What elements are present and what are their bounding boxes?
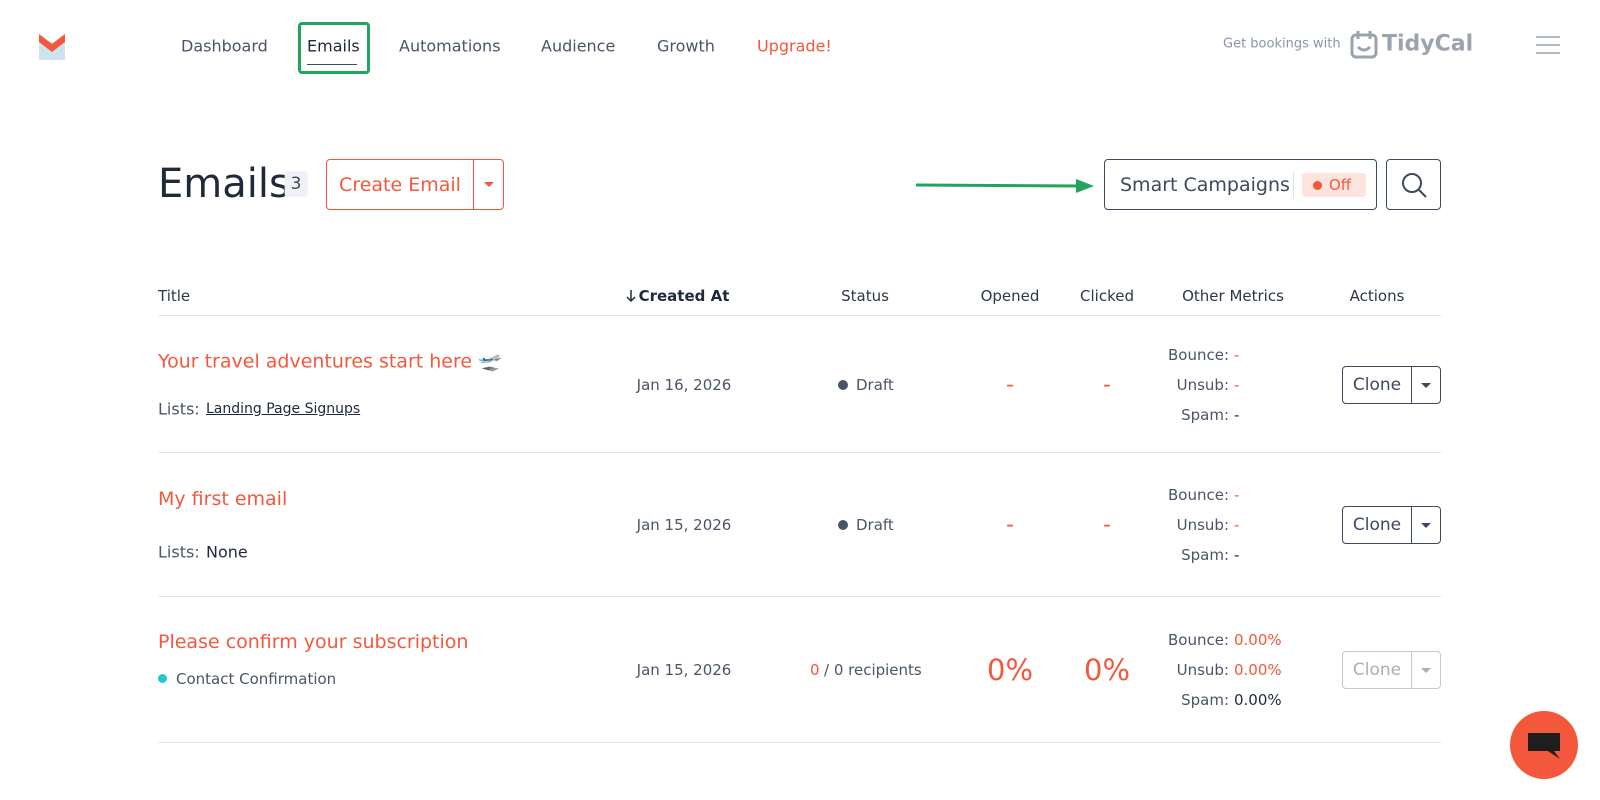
status-text: Draft [856,376,894,394]
metric-value: - [1234,376,1240,394]
metric-label: Unsub: [1176,376,1229,394]
dropdown-caret[interactable] [483,181,495,189]
column-header: Other Metrics [1182,287,1284,305]
divider [1411,507,1412,543]
metric-label: Bounce: [1167,346,1229,364]
logo[interactable] [38,30,66,62]
nav-link[interactable]: Audience [541,36,616,56]
column-header: Title [158,287,191,305]
clicked: 0% [1083,653,1131,687]
column-header: Actions [1349,287,1405,305]
column-header: Clicked [1080,287,1134,305]
status-label: Off [1329,176,1352,194]
list-dot [158,674,167,683]
menu-icon[interactable] [1536,35,1560,55]
metric-label: Bounce: [1167,486,1229,504]
search-button[interactable] [1386,159,1441,210]
search-icon [1402,173,1427,198]
clone-label[interactable]: Clone [1352,660,1402,680]
smart-campaigns-button[interactable]: Smart Campaigns Off [1104,159,1377,210]
nav-link[interactable]: Dashboard [181,36,268,56]
page-title: Emails [158,161,290,207]
promo-text: Get bookings with [1223,36,1341,52]
metric-value: - [1234,346,1240,364]
column-header: Status [841,287,889,305]
metric-label: Spam: [1181,546,1229,564]
metric-label: Spam: [1181,406,1229,424]
nav-link[interactable]: Emails [307,36,360,56]
lists-value: None [206,542,248,562]
metric-value: - [1234,486,1240,504]
status-pill: Off [1302,173,1366,197]
metric-value: - [1234,406,1240,424]
metric-label: Unsub: [1176,516,1229,534]
dropdown-caret[interactable] [1420,382,1432,390]
clone-button[interactable]: Clone [1342,366,1441,404]
status-dot [1313,181,1322,190]
chat-button[interactable] [1510,711,1578,779]
metric-label: Bounce: [1167,631,1229,649]
highlight-box [298,22,370,74]
email-title[interactable]: My first email [158,488,288,510]
lists-value[interactable]: Landing Page Signups [206,401,361,417]
lists-label: Lists: [158,542,200,562]
nav-link[interactable]: Growth [657,36,715,56]
metric-value: 0.00% [1234,661,1282,679]
create-email-button[interactable]: Create Email [326,159,504,210]
row-divider [158,315,1441,316]
status-text: / 0 recipients [824,661,922,679]
metric-label: Unsub: [1176,661,1229,679]
row-divider [158,452,1441,453]
row-divider [158,596,1441,597]
opened: - [1006,512,1014,538]
column-header[interactable]: Created At [638,287,730,305]
dropdown-caret[interactable] [1420,522,1432,530]
metric-value: 0.00% [1234,691,1282,709]
status-dot [838,520,848,530]
divider [1411,367,1412,403]
sort-arrow [626,290,636,303]
opened: 0% [986,653,1034,687]
dropdown-caret[interactable] [1420,667,1432,675]
clone-label[interactable]: Clone [1352,375,1402,395]
status-text: Draft [856,516,894,534]
status-dot [838,380,848,390]
clicked: - [1103,512,1111,538]
annotation-arrow [915,179,1094,193]
created-at: Jan 15, 2026 [636,661,732,679]
clicked: - [1103,372,1111,398]
promo-brand[interactable]: TidyCal [1382,31,1474,57]
email-title[interactable]: Please confirm your subscription [158,631,469,653]
metric-value: - [1234,546,1240,564]
clone-button[interactable]: Clone [1342,651,1441,689]
tidycal-icon [1350,31,1378,59]
divider [473,160,474,209]
created-at: Jan 15, 2026 [636,516,732,534]
status-count: 0 [810,661,820,679]
divider [1411,652,1412,688]
create-email-label: Create Email [339,174,461,196]
clone-label[interactable]: Clone [1352,515,1402,535]
smart-campaigns-label: Smart Campaigns [1120,174,1290,196]
lists-label: Lists: [158,399,200,419]
metric-value: 0.00% [1234,631,1282,649]
clone-button[interactable]: Clone [1342,506,1441,544]
metric-label: Spam: [1181,691,1229,709]
email-title[interactable]: Your travel adventures start here 🛫 [158,350,502,373]
created-at: Jan 16, 2026 [636,376,732,394]
nav-link[interactable]: Upgrade! [757,36,832,56]
row-divider [158,742,1441,743]
metric-value: - [1234,516,1240,534]
divider [1293,172,1294,198]
email-count: 3 [284,171,308,197]
chat-icon [1528,733,1560,759]
list-name: Contact Confirmation [176,670,337,688]
active-underline [307,64,357,65]
opened: - [1006,372,1014,398]
column-header: Opened [980,287,1040,305]
nav-link[interactable]: Automations [399,36,501,56]
